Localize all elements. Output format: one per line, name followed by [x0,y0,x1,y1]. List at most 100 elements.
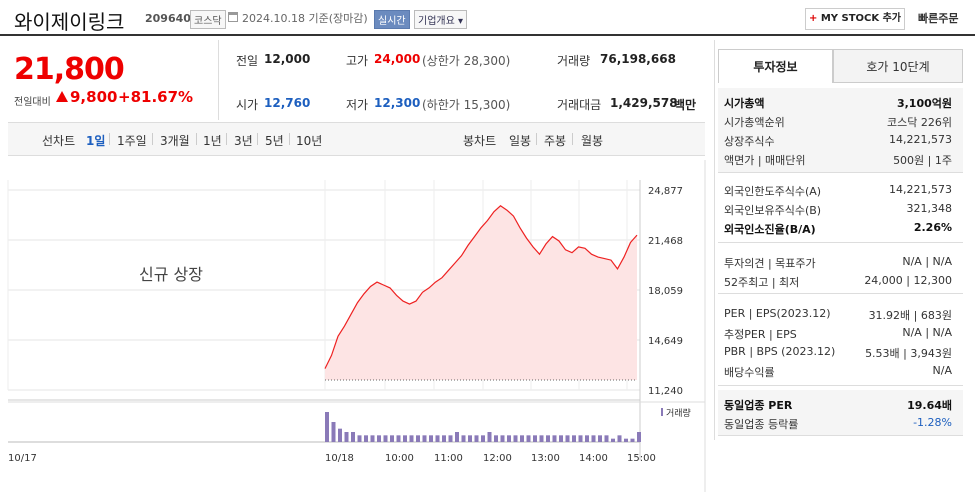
high-value: 24,000 [374,52,421,66]
volume-bar [585,435,589,442]
volume-bar [630,438,635,442]
y-tick-label: 14,649 [648,336,683,347]
volume-bar [533,435,537,442]
volume-bar [338,428,342,442]
open-label: 시가 [236,98,259,112]
volume-bar [572,435,576,442]
up-arrow-icon [56,91,68,102]
info-row-value: 24,000 | 12,300 [864,274,952,287]
volume-bar [383,435,388,442]
info-row-value: 19.64배 [907,399,952,412]
amount-unit: 백만 [674,98,697,112]
x-tick-label: 13:00 [531,453,560,464]
info-row: 시가총액순위 코스닥 226위 [724,114,952,132]
info-row: 배당수익률 N/A [724,364,952,382]
volume-bar [474,435,479,442]
line-chart-label: 선차트 [42,134,76,148]
volume-bar [637,432,641,442]
volume-bar [461,435,466,442]
info-row-value: N/A [932,364,952,377]
volume-bar [390,435,394,442]
live-tag[interactable]: 실시간 [374,10,410,29]
info-row-label: 액면가 | 매매단위 [724,154,806,167]
info-row-label: 투자의견 | 목표주가 [724,257,816,270]
info-row-value: 3,100억원 [896,97,952,110]
tab-candle-monthly[interactable]: 월봉 [581,134,604,148]
tab-separator [536,133,537,145]
volume-bar [429,435,433,442]
volume-bar [520,435,524,442]
volume-bar [351,432,355,442]
tab-period-10y[interactable]: 10년 [296,134,323,148]
volume-bar [591,435,596,442]
info-row: 동일업종 등락률 -1.28% [724,416,952,434]
tab-period-5y[interactable]: 5년 [265,134,284,148]
tab-period-1d[interactable]: 1일 [86,134,106,148]
upper-limit: (상한가 28,300) [422,54,511,68]
volume-bar [435,435,440,442]
section-opinion [718,248,963,294]
volume-bar [409,435,414,442]
info-row: PER | EPS(2023.12) 31.92배 | 683원 [724,307,952,325]
tab-separator [289,133,290,145]
change-percent: +81.67% [118,88,194,106]
section-foreign [718,177,963,243]
calendar-icon [228,12,238,22]
volume-bar [487,432,492,442]
volume-bar [598,435,602,442]
volume-bar [494,435,498,442]
volume-value: 76,198,668 [600,52,676,66]
info-row-value: 5.53배 | 3,943원 [865,347,952,360]
volume-bar [357,435,362,442]
tab-period-3m[interactable]: 3개월 [160,134,190,148]
y-tick-label: 24,877 [648,186,683,197]
date-text: 2024.10.18 기준(장마감) [242,12,368,25]
tab-candle-daily[interactable]: 일봉 [509,134,532,148]
volume-bar [624,438,628,442]
volume-legend-swatch [661,408,663,416]
plus-icon: + [808,13,818,24]
company-info-dropdown[interactable]: 기업개요 ▾ [414,10,467,29]
x-tick-label: 10/17 [8,453,37,464]
volume-bar [565,435,570,442]
volume-bar [617,435,622,442]
tab-separator [226,133,227,145]
info-row: 시가총액 3,100억원 [724,95,952,113]
info-row-value: 321,348 [906,202,953,215]
volume-bar [526,435,531,442]
tab-period-1w[interactable]: 1주일 [117,134,147,148]
info-row: 상장주식수 14,221,573 [724,133,952,151]
info-row: 52주최고 | 최저 24,000 | 12,300 [724,274,952,292]
volume-bar [468,435,472,442]
quick-order-button[interactable]: 빠른주문 [918,12,959,25]
tab-separator [109,133,110,145]
info-row-label: 배당수익률 [724,366,775,379]
tab-period-1y[interactable]: 1년 [203,134,222,148]
volume-bar [500,435,505,442]
tab-separator [572,133,573,145]
add-mystock-button[interactable]: + MY STOCK 추가 [805,8,905,30]
amount-value: 1,429,578 [610,96,678,110]
open-value: 12,760 [264,96,311,110]
volume-bar [513,435,518,442]
tab-period-3y[interactable]: 3년 [234,134,253,148]
volume-bar [403,435,407,442]
volume-bar [370,435,375,442]
info-row-label: 상장주식수 [724,135,775,148]
info-row-label: 외국인보유주식수(B) [724,204,822,217]
info-row: 투자의견 | 목표주가 N/A | N/A [724,255,952,273]
tab-investment-info[interactable]: 투자정보 [718,49,833,83]
price-line [324,205,638,369]
divider [218,40,219,120]
high-label: 고가 [346,54,369,68]
volume-bar [611,438,615,442]
tab-candle-weekly[interactable]: 주봉 [544,134,567,148]
volume-bar [539,435,544,442]
volume-bar [552,435,557,442]
info-row: 액면가 | 매매단위 500원 | 1주 [724,152,952,170]
tab-orderbook[interactable]: 호가 10단계 [833,49,963,83]
prev-close-label: 전일 [236,54,259,68]
volume-bar [507,435,511,442]
info-row-value: 500원 | 1주 [893,154,952,167]
info-row-value: N/A | N/A [902,255,952,268]
